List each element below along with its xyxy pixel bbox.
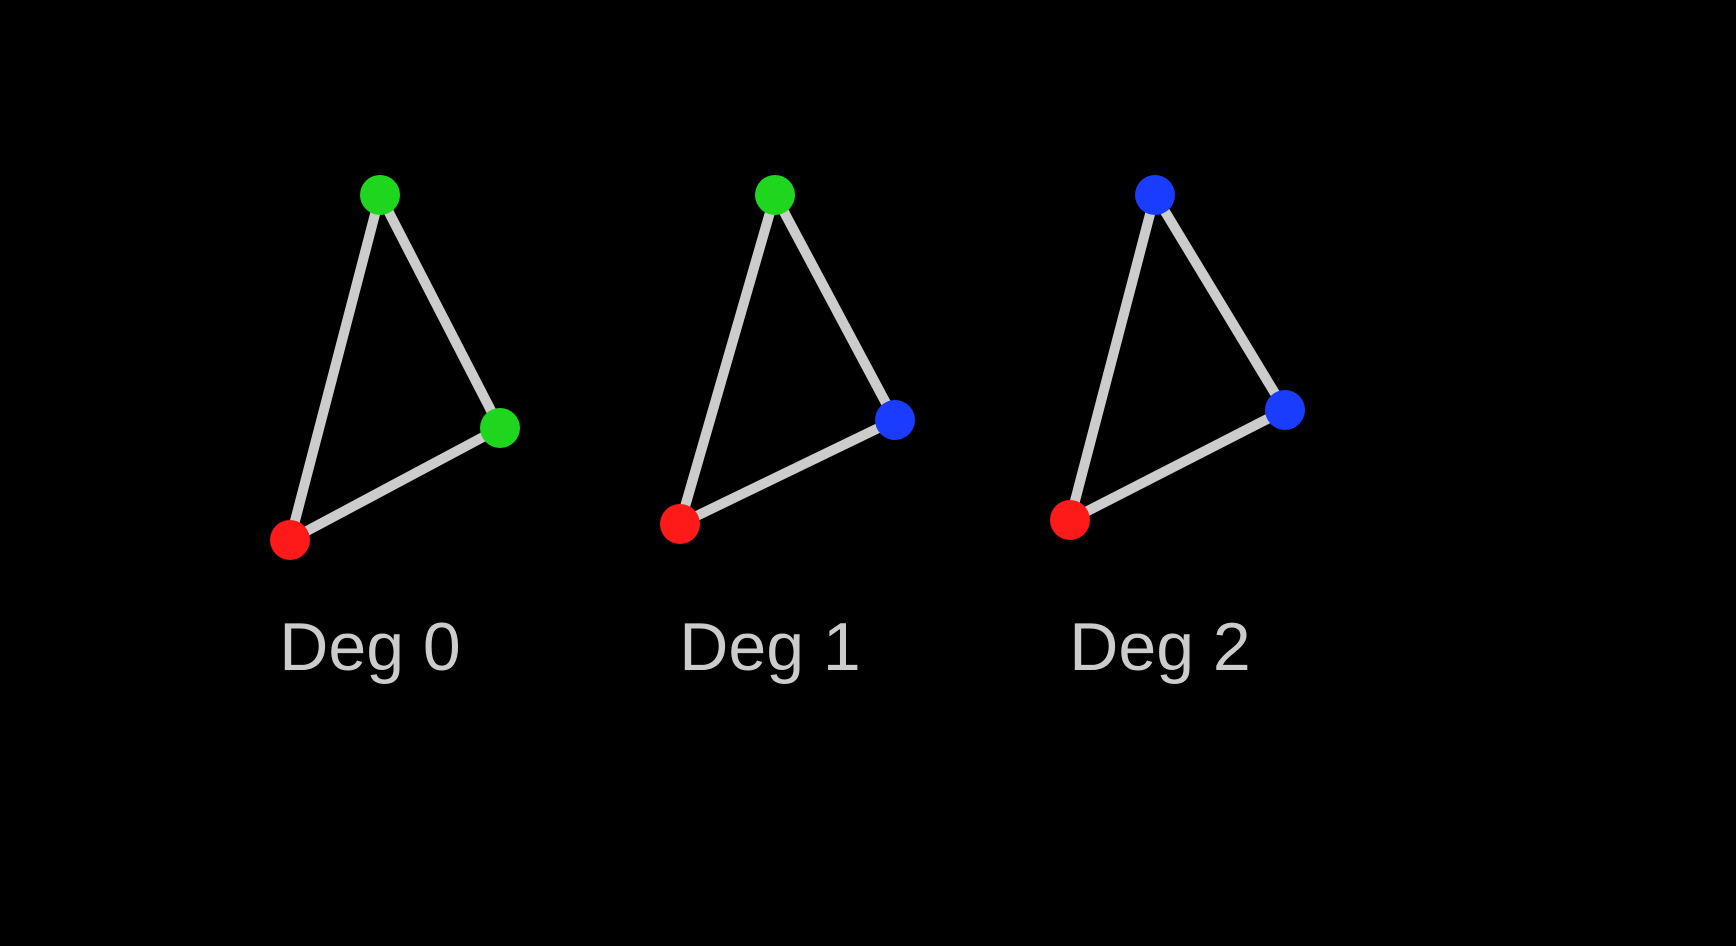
node-left [1050, 500, 1090, 540]
label-deg2: Deg 2 [1069, 609, 1250, 685]
node-right [1265, 390, 1305, 430]
node-right [875, 400, 915, 440]
label-deg1: Deg 1 [679, 609, 860, 685]
node-left [270, 520, 310, 560]
node-top [1135, 175, 1175, 215]
background [0, 0, 1736, 946]
diagram-canvas: Deg 0 Deg 1 Deg 2 [0, 0, 1736, 946]
node-left [660, 504, 700, 544]
node-right [480, 408, 520, 448]
node-top [360, 175, 400, 215]
label-deg0: Deg 0 [279, 609, 460, 685]
node-top [755, 175, 795, 215]
